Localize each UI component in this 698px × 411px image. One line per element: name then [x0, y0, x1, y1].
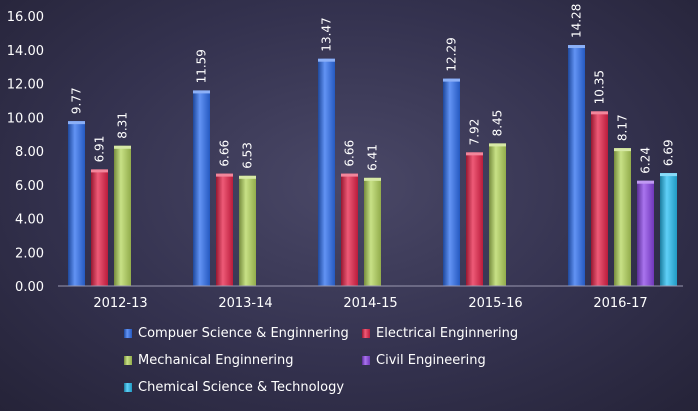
bar-top-highlight — [68, 121, 85, 125]
bar[interactable] — [364, 177, 381, 286]
legend-swatch — [362, 329, 370, 338]
bar-top-highlight — [193, 90, 210, 94]
x-tick-label: 2014-15 — [343, 296, 397, 311]
bar-top-highlight — [466, 152, 483, 156]
bar-top-highlight — [364, 177, 381, 181]
bar[interactable] — [568, 45, 585, 287]
data-label: 14.28 — [570, 4, 584, 38]
legend[interactable]: Compuer Science & Enginnering Electrical … — [124, 326, 518, 395]
bar[interactable] — [341, 173, 358, 286]
bar[interactable] — [489, 143, 506, 286]
legend-item[interactable]: Compuer Science & Enginnering — [124, 326, 349, 341]
data-label: 8.45 — [491, 110, 505, 137]
bar-top-highlight — [318, 58, 335, 62]
bar-top-highlight — [91, 169, 108, 173]
bar-top-highlight — [660, 173, 677, 177]
data-label: 6.24 — [639, 147, 653, 174]
data-label: 9.77 — [70, 87, 84, 114]
bar[interactable] — [466, 152, 483, 286]
bar-top-highlight — [489, 143, 506, 147]
data-label: 8.17 — [616, 114, 630, 141]
legend-label: Civil Engineering — [376, 353, 486, 368]
bar-top-highlight — [216, 173, 233, 177]
legend-label: Electrical Enginnering — [376, 326, 518, 341]
bar[interactable] — [114, 145, 131, 286]
data-label: 6.66 — [218, 140, 232, 167]
data-label: 7.92 — [468, 119, 482, 146]
legend-swatch — [362, 356, 370, 365]
y-tick-label: 14.00 — [7, 44, 44, 59]
bar-top-highlight — [568, 45, 585, 49]
y-tick-label: 12.00 — [7, 78, 44, 93]
bar[interactable] — [637, 180, 654, 286]
data-label: 6.91 — [93, 136, 107, 163]
data-label-group: 9.77 6.91 8.31 11.59 6.66 6.53 13.47 6.66 6.41 12… — [70, 4, 676, 174]
data-label: 13.47 — [320, 17, 334, 51]
x-tick-label: 2015-16 — [468, 296, 522, 311]
y-tick-label: 10.00 — [7, 111, 44, 126]
bar[interactable] — [614, 148, 631, 286]
data-label: 10.35 — [593, 70, 607, 104]
legend-item[interactable]: Electrical Enginnering — [362, 326, 518, 341]
legend-swatch — [124, 329, 132, 338]
bar[interactable] — [660, 173, 677, 286]
data-label: 6.53 — [241, 142, 255, 169]
legend-label: Chemical Science & Technology — [138, 380, 344, 395]
x-tick-label: 2016-17 — [593, 296, 647, 311]
bar[interactable] — [216, 173, 233, 286]
bar[interactable] — [68, 121, 85, 286]
bar[interactable] — [91, 169, 108, 286]
bar[interactable] — [193, 90, 210, 286]
bar-top-highlight — [443, 78, 460, 82]
data-label: 6.66 — [343, 140, 357, 167]
data-label: 6.41 — [366, 144, 380, 171]
y-tick-label: 0.00 — [15, 280, 44, 295]
bar[interactable] — [443, 78, 460, 286]
bar-top-highlight — [591, 111, 608, 115]
bar-group — [68, 45, 677, 287]
bar-top-highlight — [341, 173, 358, 177]
bar[interactable] — [239, 175, 256, 286]
x-tick-label: 2013-14 — [218, 296, 272, 311]
legend-item[interactable]: Chemical Science & Technology — [124, 380, 344, 395]
y-tick-label: 8.00 — [15, 145, 44, 160]
data-label: 11.59 — [195, 49, 209, 83]
bar[interactable] — [318, 58, 335, 286]
legend-item[interactable]: Civil Engineering — [362, 353, 486, 368]
y-tick-label: 2.00 — [15, 246, 44, 261]
data-label: 8.31 — [116, 112, 130, 139]
y-tick-label: 16.00 — [7, 10, 44, 25]
x-tick-label: 2012-13 — [93, 296, 147, 311]
y-axis: 0.00 2.00 4.00 6.00 8.00 10.00 12.00 14.00 16.00 — [7, 10, 44, 295]
y-tick-label: 4.00 — [15, 213, 44, 228]
bar-top-highlight — [239, 175, 256, 179]
bar[interactable] — [591, 111, 608, 286]
legend-label: Compuer Science & Enginnering — [138, 326, 349, 341]
x-axis: 2012-13 2013-14 2014-15 2015-16 2016-17 — [93, 296, 647, 311]
legend-label: Mechanical Enginnering — [138, 353, 294, 368]
data-label: 12.29 — [445, 37, 459, 71]
legend-item[interactable]: Mechanical Enginnering — [124, 353, 294, 368]
bar-top-highlight — [614, 148, 631, 152]
y-tick-label: 6.00 — [15, 179, 44, 194]
data-label: 6.69 — [662, 139, 676, 166]
legend-swatch — [124, 383, 132, 392]
legend-swatch — [124, 356, 132, 365]
bar-top-highlight — [637, 180, 654, 184]
bar-top-highlight — [114, 145, 131, 149]
